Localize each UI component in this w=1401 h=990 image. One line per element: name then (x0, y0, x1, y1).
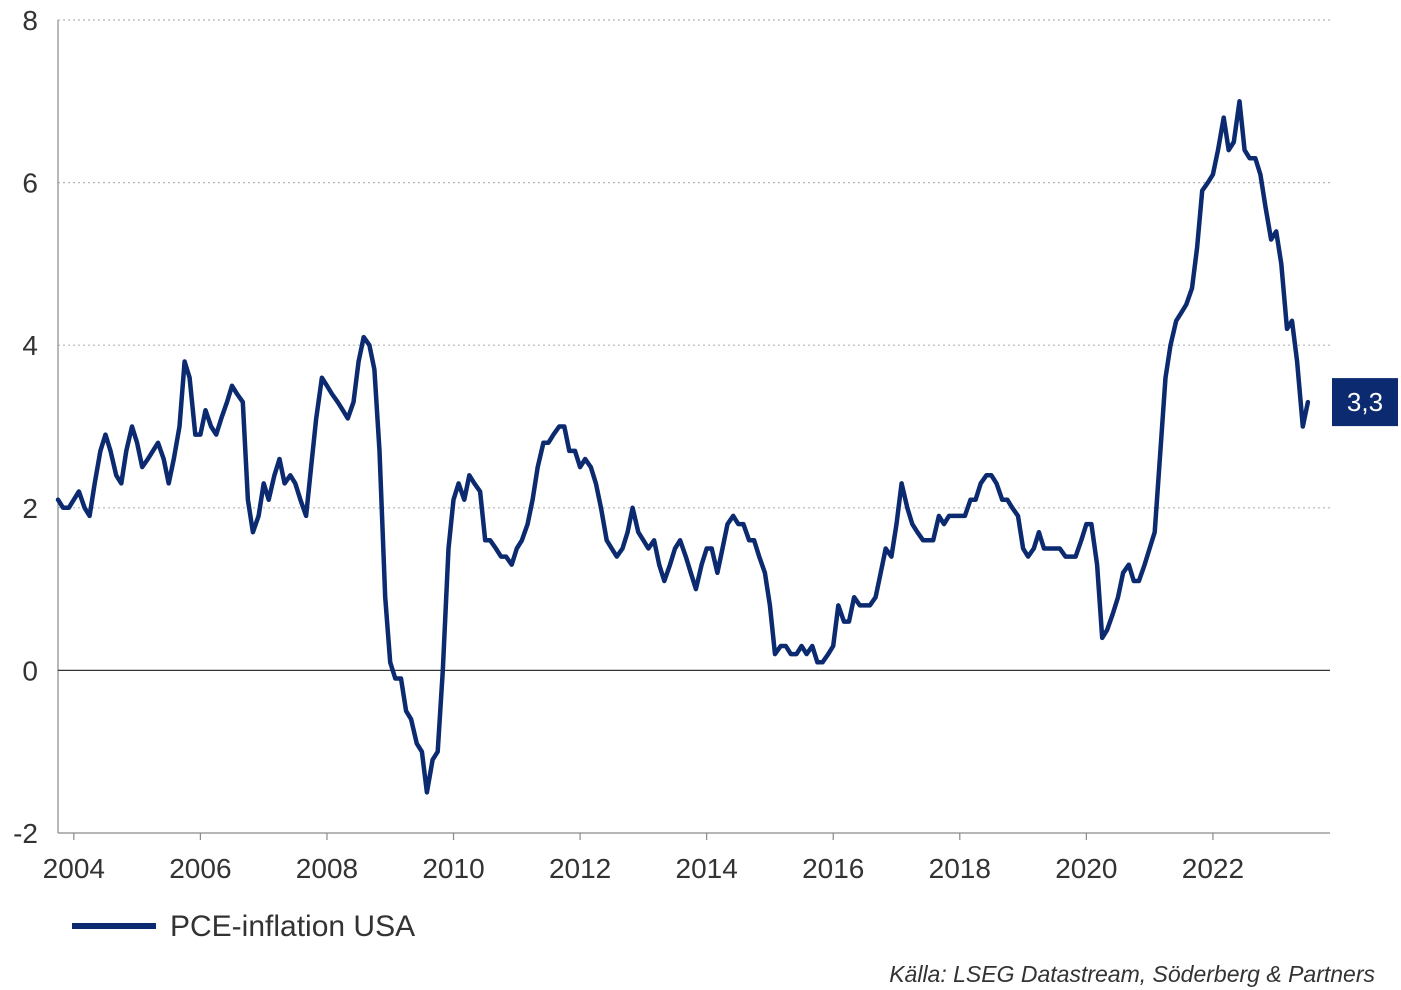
source-note: Källa: LSEG Datastream, Söderberg & Part… (889, 961, 1375, 987)
y-tick-label: 6 (22, 168, 38, 199)
x-tick-label: 2004 (43, 853, 105, 884)
x-tick-label: 2012 (549, 853, 611, 884)
x-tick-label: 2014 (676, 853, 738, 884)
x-tick-label: 2020 (1055, 853, 1117, 884)
grid-lines (58, 19, 1330, 509)
axes (57, 20, 1330, 834)
series-layer (55, 99, 1311, 795)
y-tick-label: 4 (22, 330, 38, 361)
y-tick-labels: -2 0 2 4 6 8 (13, 5, 38, 849)
x-tick-label: 2008 (296, 853, 358, 884)
legend: PCE-inflation USA (72, 910, 415, 943)
x-tick-label: 2016 (802, 853, 864, 884)
end-value-box (1332, 378, 1398, 427)
end-value-text: 3,3 (1347, 387, 1383, 417)
end-value-label: 3,3 (1332, 378, 1398, 427)
y-tick-label: 8 (22, 5, 38, 36)
x-tick-labels: 2004 2006 2008 2010 2012 2014 2016 2018 2020 2022 (43, 833, 1244, 884)
x-tick-label: 2006 (169, 853, 231, 884)
x-tick-label: 2010 (422, 853, 484, 884)
legend-label: PCE-inflation USA (170, 910, 415, 943)
y-tick-label: 2 (22, 493, 38, 524)
x-tick-label: 2022 (1182, 853, 1244, 884)
y-tick-label: -2 (13, 818, 38, 849)
x-tick-label: 2018 (929, 853, 991, 884)
series-line-pce-inflation (55, 99, 1311, 795)
y-tick-label: 0 (22, 655, 38, 686)
